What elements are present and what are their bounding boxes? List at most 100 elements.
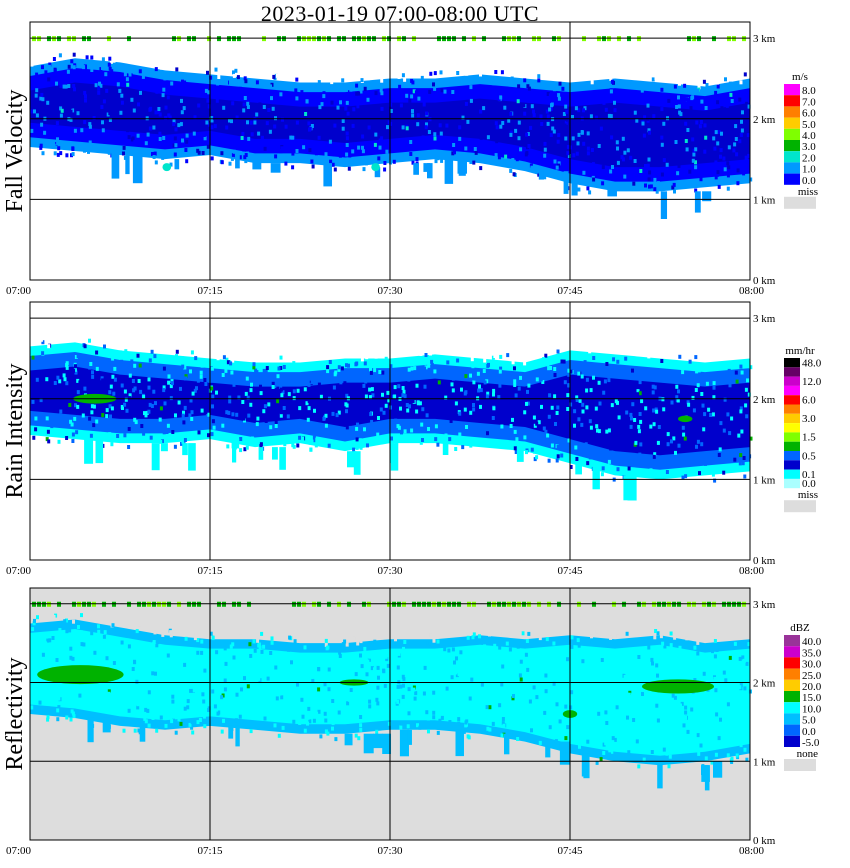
- echo-pixel: [698, 124, 702, 129]
- echo-pixel: [538, 636, 542, 641]
- echo-pixel: [262, 706, 266, 711]
- fall-streak: [353, 451, 361, 475]
- echo-pixel: [66, 69, 70, 74]
- echo-pixel: [46, 715, 50, 720]
- echo-pixel: [550, 708, 554, 713]
- echo-pixel: [102, 634, 106, 639]
- echo-pixel: [261, 660, 264, 665]
- echo-pixel: [494, 121, 498, 126]
- echo-pixel: [713, 478, 717, 483]
- echo-pixel: [531, 154, 535, 159]
- echo-pixel: [183, 405, 187, 410]
- echo-pixel: [701, 403, 705, 408]
- echo-pixel: [313, 408, 316, 413]
- echo-pixel: [46, 638, 50, 643]
- echo-pixel: [622, 746, 626, 751]
- fall-streak: [702, 191, 712, 202]
- echo-pixel: [411, 113, 415, 118]
- echo-pixel: [230, 370, 234, 375]
- echo-pixel: [373, 368, 377, 373]
- echo-pixel: [93, 650, 97, 655]
- echo-pixel: [483, 644, 487, 649]
- echo-pixel: [610, 749, 614, 754]
- echo-pixel: [616, 689, 620, 694]
- echo-pixel: [56, 375, 60, 380]
- echo-pixel: [593, 711, 597, 716]
- echo-pixel: [418, 685, 422, 690]
- echo-pixel: [305, 401, 309, 406]
- echo-pixel: [30, 109, 34, 114]
- echo-pixel: [650, 657, 654, 662]
- echo-pixel: [345, 660, 349, 665]
- echo-pixel: [231, 412, 235, 417]
- echo-pixel: [577, 643, 581, 648]
- echo-pixel: [113, 377, 117, 382]
- echo-pixel: [308, 440, 312, 445]
- echo-pixel: [108, 390, 112, 395]
- echo-pixel: [51, 636, 55, 640]
- echo-pixel: [601, 181, 605, 186]
- echo-pixel: [331, 411, 335, 416]
- echo-pixel: [337, 365, 341, 370]
- echo-pixel: [677, 389, 680, 394]
- echo-pixel: [180, 441, 183, 446]
- echo-pixel: [138, 69, 142, 74]
- echo-pixel: [436, 442, 440, 447]
- echo-pixel: [637, 429, 641, 434]
- echo-pixel: [724, 703, 728, 708]
- echo-pixel: [726, 733, 729, 738]
- echo-pixel: [542, 426, 546, 431]
- x-tick-label: 08:00: [739, 565, 765, 577]
- echo-pixel: [674, 140, 678, 144]
- echo-pixel: [293, 639, 297, 644]
- echo-pixel: [609, 76, 613, 81]
- echo-pixel: [238, 86, 242, 91]
- echo-pixel: [401, 358, 405, 363]
- legend-swatch: [784, 691, 800, 703]
- echo-pixel: [292, 396, 296, 401]
- echo-pixel: [82, 645, 86, 650]
- echo-pixel: [278, 691, 282, 696]
- echo-pixel: [213, 704, 217, 709]
- echo-pixel: [709, 413, 713, 417]
- echo-pixel: [366, 76, 370, 81]
- echo-pixel: [31, 399, 35, 404]
- echo-pixel: [600, 658, 604, 662]
- echo-pixel: [408, 404, 411, 409]
- echo-pixel: [588, 651, 592, 656]
- echo-pixel: [711, 472, 715, 477]
- echo-pixel: [194, 124, 198, 129]
- echo-pixel: [553, 87, 557, 92]
- echo-pixel: [499, 366, 503, 371]
- legend-swatch: [784, 724, 800, 736]
- echo-pixel: [401, 694, 405, 699]
- echo-pixel: [279, 92, 283, 97]
- echo-pixel: [371, 393, 375, 398]
- echo-pixel: [286, 414, 290, 419]
- echo-pixel: [576, 141, 580, 146]
- echo-pixel: [88, 122, 92, 127]
- echo-pixel: [585, 401, 589, 406]
- echo-pixel: [243, 76, 247, 81]
- echo-pixel: [469, 410, 473, 415]
- echo-pixel: [296, 682, 299, 687]
- echo-pixel: [100, 145, 104, 149]
- echo-pixel: [360, 664, 364, 669]
- echo-pixel: [101, 413, 105, 418]
- echo-pixel: [85, 55, 89, 60]
- echo-pixel: [73, 87, 76, 92]
- echo-pixel: [55, 81, 58, 86]
- echo-pixel: [660, 87, 664, 92]
- echo-pixel: [581, 409, 585, 414]
- echo-pixel: [605, 721, 609, 725]
- echo-pixel: [464, 374, 468, 379]
- echo-pixel: [444, 373, 448, 378]
- legend-label: 1.0: [802, 164, 816, 176]
- echo-pixel: [713, 676, 717, 681]
- echo-pixel: [41, 351, 45, 356]
- echo-pixel: [337, 410, 341, 415]
- echo-pixel: [741, 655, 745, 660]
- echo-pixel: [276, 374, 280, 379]
- echo-pixel: [40, 122, 44, 127]
- echo-pixel: [458, 125, 462, 130]
